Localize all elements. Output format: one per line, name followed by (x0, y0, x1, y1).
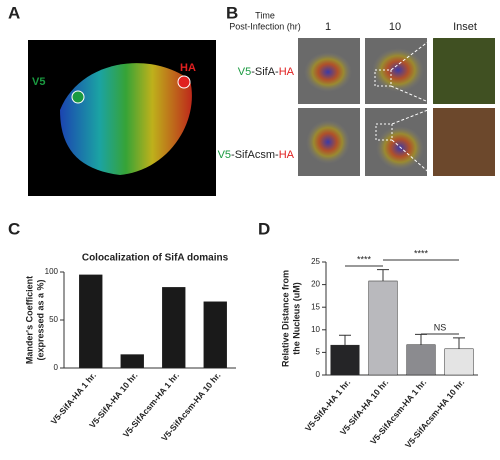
bar (162, 287, 186, 369)
annotation: **** (357, 254, 372, 264)
column-label: 1 (325, 21, 331, 33)
y-tick-label: 20 (311, 280, 320, 289)
error-bar (453, 337, 465, 349)
panel-letter: D (258, 219, 270, 238)
panel-letter: C (8, 219, 20, 238)
y-tick-label: 0 (54, 363, 59, 372)
error-bar (415, 333, 427, 345)
v5-label: V5 (32, 76, 45, 88)
panel-letter: A (8, 3, 20, 22)
y-axis-label: the Nucleus (uM) (291, 282, 301, 355)
row-label: V5-SifA-HA (238, 66, 295, 78)
ha-label: HA (180, 62, 196, 74)
error-bar (377, 269, 389, 281)
bar (406, 344, 436, 376)
chart-title: Colocalization of SifA domains (82, 253, 229, 264)
y-tick-label: 15 (311, 302, 320, 311)
annotation: **** (414, 248, 429, 258)
y-tick-label: 100 (45, 267, 59, 276)
y-axis-label: (expressed as a %) (35, 279, 45, 360)
bar (120, 354, 144, 369)
y-axis-label: Relative Distance from (280, 270, 290, 367)
bar (368, 280, 398, 376)
time-header: Post-Infection (hr) (229, 21, 301, 31)
panel-letter: B (226, 3, 238, 22)
row-label: V5-SifAcsm-HA (218, 149, 295, 161)
row-label-part: HA (279, 66, 295, 78)
micrographs (298, 37, 495, 177)
annotation: NS (434, 322, 447, 332)
ha-marker (177, 75, 191, 89)
row-label-part: V5 (218, 149, 231, 161)
protein-structure (60, 63, 192, 175)
y-tick-label: 10 (311, 325, 320, 334)
y-axis-label: Mander's Coefficient (24, 276, 34, 364)
bar (79, 274, 103, 369)
bar (444, 348, 474, 376)
row-label-part: -SifAcsm- (231, 149, 279, 161)
error-bar (339, 334, 351, 346)
y-tick-label: 25 (311, 257, 320, 266)
row-label-part: -SifA- (251, 66, 279, 78)
row-label-part: V5 (238, 66, 251, 78)
v5-marker (71, 90, 85, 104)
column-label: Inset (453, 21, 477, 33)
row-label-part: HA (279, 149, 295, 161)
y-tick-label: 0 (316, 370, 321, 379)
y-tick-label: 50 (49, 315, 58, 324)
time-header: Time (255, 10, 275, 20)
bar (203, 301, 227, 369)
bar (330, 344, 360, 376)
y-tick-label: 5 (316, 348, 321, 357)
column-label: 10 (389, 21, 401, 33)
